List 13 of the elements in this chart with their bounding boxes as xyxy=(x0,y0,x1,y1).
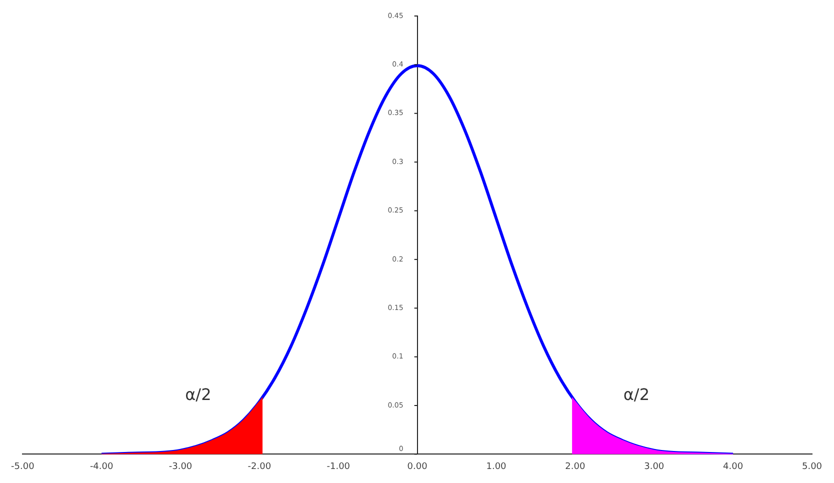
x-tick-label: 5.00 xyxy=(802,462,822,472)
x-tick-label: 1.00 xyxy=(486,462,507,472)
x-tick-label: 3.00 xyxy=(644,462,664,472)
x-tick-label: -4.00 xyxy=(90,462,114,472)
annotation: α/2 xyxy=(185,384,212,404)
x-tick-label: 2.00 xyxy=(565,462,586,472)
annotation: α/2 xyxy=(623,384,650,404)
x-tick-label: -1.00 xyxy=(326,462,350,472)
x-tick-label: -5.00 xyxy=(10,462,35,472)
x-tick-label: -2.00 xyxy=(248,462,272,472)
x-tick-label: 0.00 xyxy=(407,462,428,472)
x-tick-label: -3.00 xyxy=(168,462,192,472)
x-tick-label: 4.00 xyxy=(723,462,744,472)
